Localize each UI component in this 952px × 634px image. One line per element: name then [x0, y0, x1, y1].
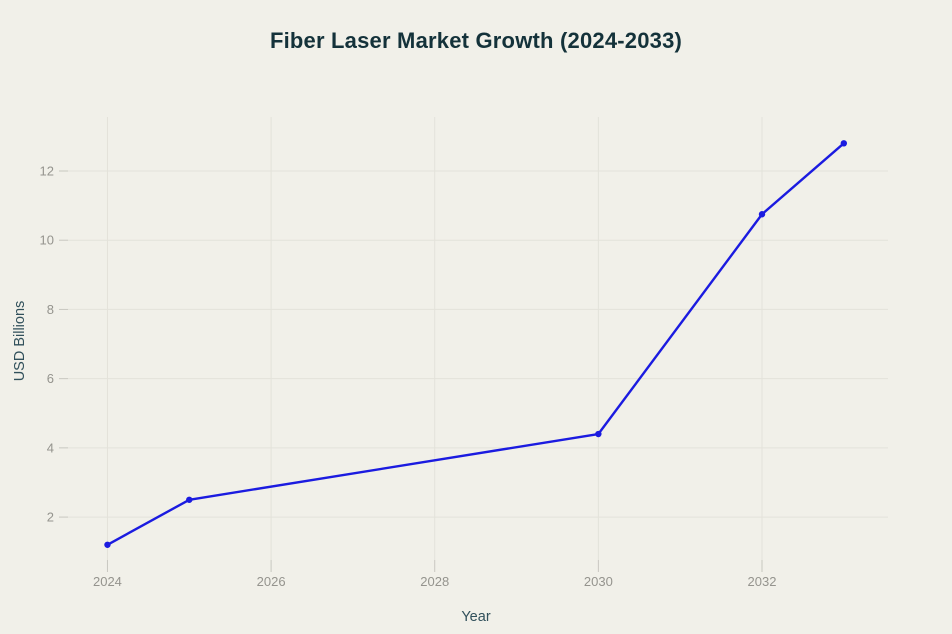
y-tick-label: 10 — [40, 233, 54, 248]
x-tick-label: 2026 — [257, 574, 286, 589]
data-line[interactable] — [106, 142, 846, 546]
y-tick-label: 6 — [47, 371, 54, 386]
x-tick-label: 2030 — [584, 574, 613, 589]
y-tick-label: 12 — [40, 163, 54, 178]
chart-title: Fiber Laser Market Growth (2024-2033) — [269, 28, 683, 53]
y-tick-label: 8 — [47, 302, 54, 317]
x-tick-label: 2024 — [93, 574, 122, 589]
data-point-2024[interactable] — [104, 541, 111, 548]
y-tick-label: 2 — [47, 510, 54, 525]
data-point-2032[interactable] — [758, 211, 766, 218]
x-tick-label: 2032 — [748, 574, 777, 589]
data-point-2033[interactable] — [840, 140, 848, 147]
data-point-2030[interactable] — [595, 430, 602, 438]
y-axis-title: USD Billions — [12, 300, 28, 382]
y-tick-label: 4 — [47, 440, 54, 455]
x-axis-title: Year — [461, 609, 491, 625]
data-point-2025[interactable] — [186, 496, 193, 503]
x-tick-label: 2028 — [420, 574, 449, 589]
